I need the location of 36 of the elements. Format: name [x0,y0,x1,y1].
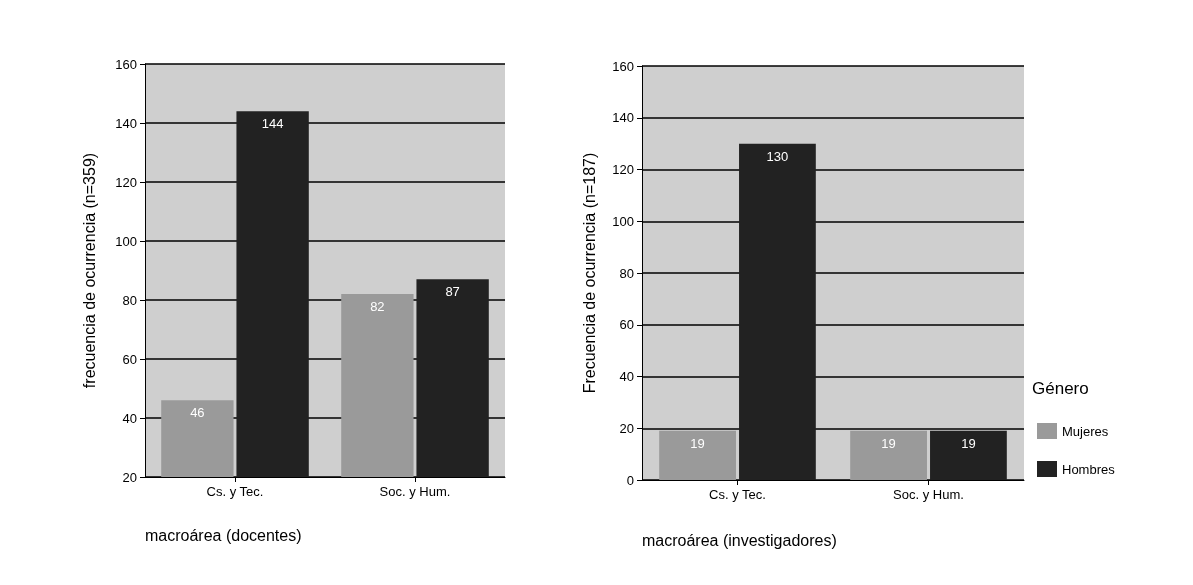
data-label: 82 [370,299,385,315]
y-tick-label: 120 [612,162,634,177]
y-tick-label: 100 [115,233,137,249]
legend-label: Hombres [1062,461,1116,477]
y-tick-label: 140 [115,115,137,131]
y-tick-label: 140 [612,110,634,126]
y-tick-label: 120 [115,174,137,190]
data-label: 19 [690,435,705,451]
y-tick-label: 100 [612,213,634,229]
x-axis-title: macroárea (investigadores) [642,531,837,549]
y-tick-label: 60 [619,317,634,333]
data-label: 87 [445,284,460,300]
y-tick-label: 160 [115,56,137,72]
y-tick-label: 40 [619,369,634,384]
y-axis-title: Frecuencia de ocurrencia (n=187) [580,152,598,394]
data-label: 19 [961,435,976,451]
y-tick-label: 80 [619,265,634,281]
x-axis-title: macroárea (docentes) [145,526,302,544]
legend-label: Mujeres [1062,423,1109,439]
y-tick-label: 40 [122,410,137,426]
y-tick-label: 20 [619,420,634,436]
y-tick-label: 160 [612,58,634,74]
x-tick-label: Soc. y Hum. [893,487,964,502]
x-tick-label: Cs. y Tec. [709,487,766,502]
data-label: 144 [261,116,284,132]
x-tick-label: Cs. y Tec. [206,484,264,499]
y-tick-label: 20 [122,469,137,485]
y-axis-title: frecuencia de ocurrencia (n=359) [80,152,98,389]
y-tick-label: 60 [122,351,137,367]
y-tick-label: 0 [626,472,634,488]
legend-title: Género [1032,379,1089,398]
data-label: 19 [881,435,896,451]
x-tick-label: Soc. y Hum. [379,484,451,499]
y-tick-label: 80 [122,292,137,308]
data-label: 130 [766,148,789,164]
data-label: 46 [190,405,205,421]
